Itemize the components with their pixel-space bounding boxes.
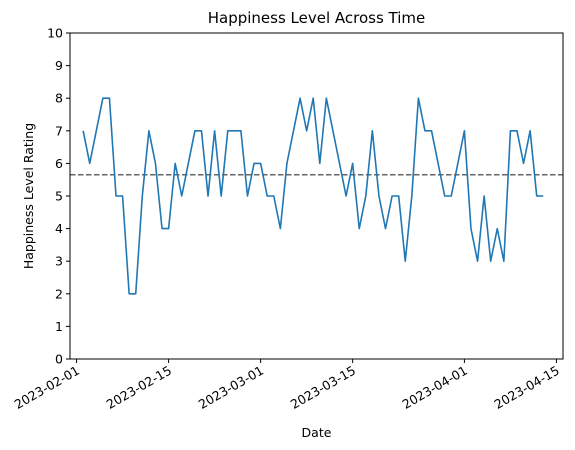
- y-tick-label: 9: [55, 58, 63, 73]
- y-axis: 0 1 2 3 4 5 6 7 8 9 10: [47, 26, 70, 367]
- chart-title: Happiness Level Across Time: [208, 9, 426, 27]
- y-tick-label: 5: [55, 189, 63, 204]
- y-tick-label: 7: [55, 123, 63, 138]
- y-tick-label: 6: [55, 156, 63, 171]
- y-tick-label: 2: [55, 286, 63, 301]
- y-axis-title: Happiness Level Rating: [21, 123, 36, 269]
- series-line-0: [82, 97, 544, 295]
- y-tick-label: 10: [47, 26, 63, 41]
- y-tick-label: 4: [55, 221, 63, 236]
- y-tick-label: 8: [55, 91, 63, 106]
- y-tick-label: 3: [55, 254, 63, 269]
- y-tick-label: 1: [55, 319, 63, 334]
- plot-marks: [70, 97, 563, 295]
- y-tick-label: 0: [55, 352, 63, 367]
- x-axis-title: Date: [302, 425, 332, 440]
